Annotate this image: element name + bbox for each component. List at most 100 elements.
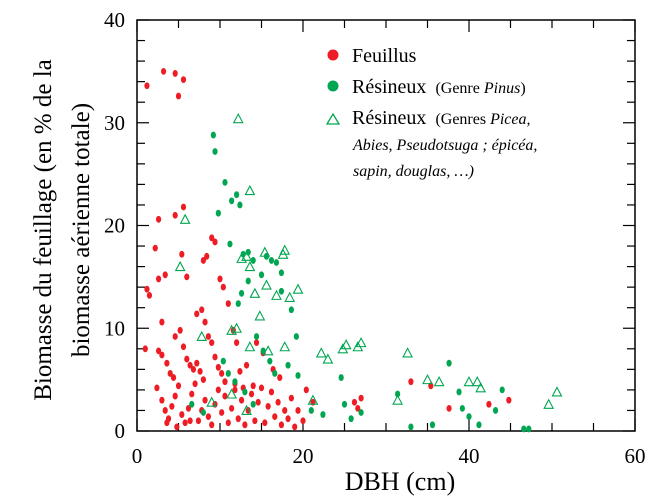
data-point-series-2 xyxy=(402,347,413,358)
data-point-series-1 xyxy=(234,191,240,199)
data-point-series-2 xyxy=(179,213,191,224)
data-point-series-1 xyxy=(258,271,265,279)
data-point-series-0 xyxy=(169,402,175,410)
data-point-series-0 xyxy=(154,384,160,392)
data-point-series-2 xyxy=(241,250,252,261)
data-point-series-0 xyxy=(199,306,205,314)
data-point-series-1 xyxy=(267,357,273,365)
data-point-series-0 xyxy=(184,273,190,281)
data-point-series-0 xyxy=(295,407,301,414)
data-point-series-0 xyxy=(222,378,228,386)
data-point-series-0 xyxy=(162,271,168,279)
data-point-series-0 xyxy=(506,396,512,404)
data-point-series-0 xyxy=(285,415,291,423)
data-point-series-1 xyxy=(229,197,235,205)
data-point-series-1 xyxy=(293,333,299,340)
data-point-series-2 xyxy=(355,336,367,348)
legend-marker-picea xyxy=(325,112,341,125)
data-point-series-0 xyxy=(265,402,271,410)
data-point-series-0 xyxy=(235,415,241,423)
x-tick-label: 40 xyxy=(459,444,480,468)
data-point-series-0 xyxy=(250,382,256,390)
data-point-series-2 xyxy=(174,260,186,272)
data-point-series-2 xyxy=(196,330,208,342)
data-point-series-1 xyxy=(227,240,233,248)
data-point-series-0 xyxy=(202,396,208,404)
data-point-series-2 xyxy=(475,382,487,393)
data-point-series-2 xyxy=(471,376,483,387)
data-point-series-0 xyxy=(179,411,185,418)
data-point-series-1 xyxy=(225,370,231,377)
data-point-series-2 xyxy=(232,112,244,124)
data-point-series-0 xyxy=(205,413,211,421)
data-point-series-2 xyxy=(254,310,266,321)
data-point-series-1 xyxy=(268,257,275,264)
data-point-series-1 xyxy=(242,388,248,396)
data-point-series-0 xyxy=(144,82,150,90)
data-point-series-0 xyxy=(288,394,294,402)
data-point-series-2 xyxy=(249,287,261,298)
data-point-series-1 xyxy=(237,201,243,209)
data-point-series-1 xyxy=(285,361,291,369)
data-point-series-2 xyxy=(262,345,274,356)
data-point-series-0 xyxy=(189,390,195,398)
data-point-series-2 xyxy=(206,396,218,407)
data-point-series-0 xyxy=(237,368,243,375)
data-point-series-2 xyxy=(244,184,256,196)
data-point-series-0 xyxy=(215,386,221,394)
data-point-series-2 xyxy=(551,386,563,397)
data-point-series-0 xyxy=(159,351,165,359)
data-point-series-0 xyxy=(177,326,183,334)
data-point-series-1 xyxy=(278,287,285,295)
data-point-series-1 xyxy=(278,269,285,277)
data-point-series-1 xyxy=(476,421,482,429)
data-point-series-0 xyxy=(200,257,206,264)
data-point-series-0 xyxy=(212,238,218,246)
axis-tick-labels: 0 20 40 60 0 10 20 30 40 xyxy=(104,8,646,468)
data-point-series-1 xyxy=(320,411,326,418)
data-point-series-1 xyxy=(210,131,216,139)
data-point-series-1 xyxy=(456,388,462,396)
data-point-series-0 xyxy=(205,333,211,340)
data-point-series-0 xyxy=(144,285,150,293)
data-point-series-2 xyxy=(226,324,238,335)
data-point-series-0 xyxy=(164,419,170,427)
data-point-series-2 xyxy=(315,347,327,358)
y-axis-label-line2: biomasse aérienne totale) xyxy=(68,103,95,357)
data-point-series-0 xyxy=(192,380,198,388)
data-point-series-0 xyxy=(278,421,285,429)
data-point-series-1 xyxy=(222,178,228,186)
y-axis-label-line1: Biomasse du feuillage (en % de la xyxy=(30,59,57,401)
data-point-series-0 xyxy=(187,417,193,425)
data-point-series-0 xyxy=(292,423,298,431)
data-point-series-2 xyxy=(231,322,243,333)
data-point-series-0 xyxy=(238,396,245,404)
legend-pinus-label: Résineux xyxy=(352,76,426,98)
data-point-series-0 xyxy=(204,252,210,260)
data-point-series-0 xyxy=(252,417,258,425)
data-point-series-0 xyxy=(187,361,193,369)
x-tick-label: 20 xyxy=(293,444,314,468)
data-point-series-0 xyxy=(268,388,275,396)
data-point-series-0 xyxy=(275,398,281,406)
data-point-series-0 xyxy=(194,310,200,318)
data-point-series-0 xyxy=(180,343,187,351)
data-point-series-0 xyxy=(209,339,215,347)
data-point-series-0 xyxy=(225,419,231,427)
data-point-series-0 xyxy=(162,407,168,414)
data-point-series-0 xyxy=(152,244,158,252)
data-point-series-0 xyxy=(225,300,231,307)
data-point-series-0 xyxy=(351,398,358,406)
data-point-series-0 xyxy=(255,398,261,406)
data-point-series-0 xyxy=(355,404,361,412)
x-axis-label: DBH (cm) xyxy=(345,467,455,496)
data-point-series-0 xyxy=(222,392,228,400)
data-point-series-2 xyxy=(543,398,555,409)
data-point-series-0 xyxy=(215,363,221,371)
data-point-series-0 xyxy=(164,359,170,367)
data-point-series-1 xyxy=(338,374,344,381)
data-point-series-1 xyxy=(272,370,278,377)
data-point-series-1 xyxy=(232,378,238,386)
data-point-series-1 xyxy=(215,209,221,217)
